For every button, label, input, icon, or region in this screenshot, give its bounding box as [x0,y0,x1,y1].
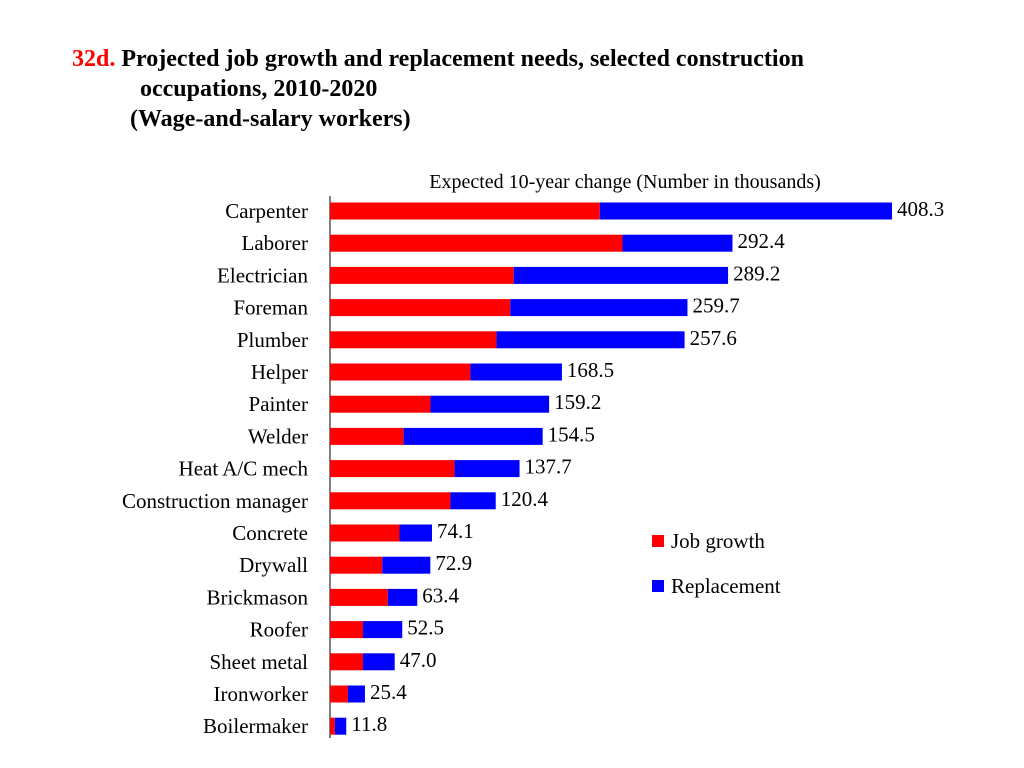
total-label-foreman: 259.7 [692,294,739,318]
category-label-ironworker: Ironworker [214,682,308,706]
bar-replacement-welder [403,427,543,445]
bar-job-growth-construction-manager [330,492,451,510]
bar-job-growth-welder [330,427,404,445]
bar-job-growth-roofer [330,621,364,639]
bar-replacement-foreman [510,299,688,317]
total-label-sheet-metal: 47.0 [400,648,437,672]
total-label-helper: 168.5 [567,358,614,382]
bar-job-growth-boilermaker [330,717,335,735]
bar-job-growth-heat-a-c-mech [330,460,455,478]
total-label-plumber: 257.6 [690,326,737,350]
bar-job-growth-plumber [330,331,497,349]
total-label-electrician: 289.2 [733,261,780,285]
total-label-painter: 159.2 [554,390,601,414]
total-label-concrete: 74.1 [437,519,474,543]
bar-replacement-heat-a-c-mech [454,460,520,478]
legend-label-job-growth: Job growth [671,529,765,553]
bar-job-growth-carpenter [330,202,600,220]
bar-replacement-brickmason [387,588,418,606]
total-label-boilermaker: 11.8 [351,712,387,736]
category-label-boilermaker: Boilermaker [203,714,308,738]
category-label-roofer: Roofer [250,618,308,642]
title-line-2: occupations, 2010-2020 [140,76,378,102]
bar-replacement-helper [470,363,562,381]
category-label-foreman: Foreman [233,296,308,320]
bar-replacement-construction-manager [450,492,496,510]
bar-job-growth-painter [330,395,431,413]
bar-job-growth-foreman [330,299,511,317]
bar-job-growth-laborer [330,234,623,252]
category-label-electrician: Electrician [217,263,308,287]
bar-job-growth-concrete [330,524,400,542]
category-label-painter: Painter [249,392,308,416]
bar-replacement-electrician [513,266,729,284]
category-label-plumber: Plumber [237,328,308,352]
legend: Job growth Replacement [652,529,781,598]
title-line-1: Projected job growth and replacement nee… [121,46,804,72]
total-label-ironworker: 25.4 [370,680,407,704]
bar-job-growth-electrician [330,266,514,284]
category-label-sheet-metal: Sheet metal [209,650,308,674]
total-label-construction-manager: 120.4 [501,487,549,511]
title-number: 32d. [72,46,116,72]
category-label-drywall: Drywall [239,553,308,577]
category-label-construction-manager: Construction manager [122,489,308,513]
bar-replacement-ironworker [347,685,365,703]
legend-label-replacement: Replacement [671,574,781,598]
bar-job-growth-helper [330,363,471,381]
total-label-roofer: 52.5 [407,616,444,640]
bar-replacement-roofer [363,621,403,639]
total-label-heat-a-c-mech: 137.7 [525,455,572,479]
chart-subtitle: Expected 10-year change (Number in thous… [429,171,821,193]
category-label-heat-a-c-mech: Heat A/C mech [179,457,309,481]
bar-job-growth-ironworker [330,685,348,703]
bar-replacement-boilermaker [334,717,347,735]
bar-replacement-painter [430,395,550,413]
bar-replacement-plumber [496,331,685,349]
category-label-helper: Helper [251,360,308,384]
total-label-drywall: 72.9 [435,551,472,575]
bar-replacement-drywall [382,556,431,574]
category-label-carpenter: Carpenter [225,199,308,223]
legend-swatch-replacement [652,580,664,592]
bar-job-growth-brickmason [330,588,388,606]
title-line-3: (Wage-and-salary workers) [130,106,411,132]
category-label-concrete: Concrete [232,521,308,545]
bar-replacement-sheet-metal [363,653,395,671]
total-label-carpenter: 408.3 [897,197,944,221]
legend-swatch-job-growth [652,535,664,547]
total-label-welder: 154.5 [548,422,595,446]
total-label-laborer: 292.4 [737,229,785,253]
bar-job-growth-sheet-metal [330,653,364,671]
chart-title: 32d. Projected job growth and replacemen… [72,44,804,134]
category-label-welder: Welder [248,424,308,448]
category-label-brickmason: Brickmason [207,585,309,609]
bar-replacement-concrete [399,524,432,542]
bar-replacement-laborer [622,234,733,252]
total-label-brickmason: 63.4 [422,583,459,607]
bar-job-growth-drywall [330,556,383,574]
bar-replacement-carpenter [599,202,892,220]
bars-group: Carpenter 408.3 Laborer 292.4 Electrician 289… [122,197,944,738]
category-label-laborer: Laborer [242,231,308,255]
